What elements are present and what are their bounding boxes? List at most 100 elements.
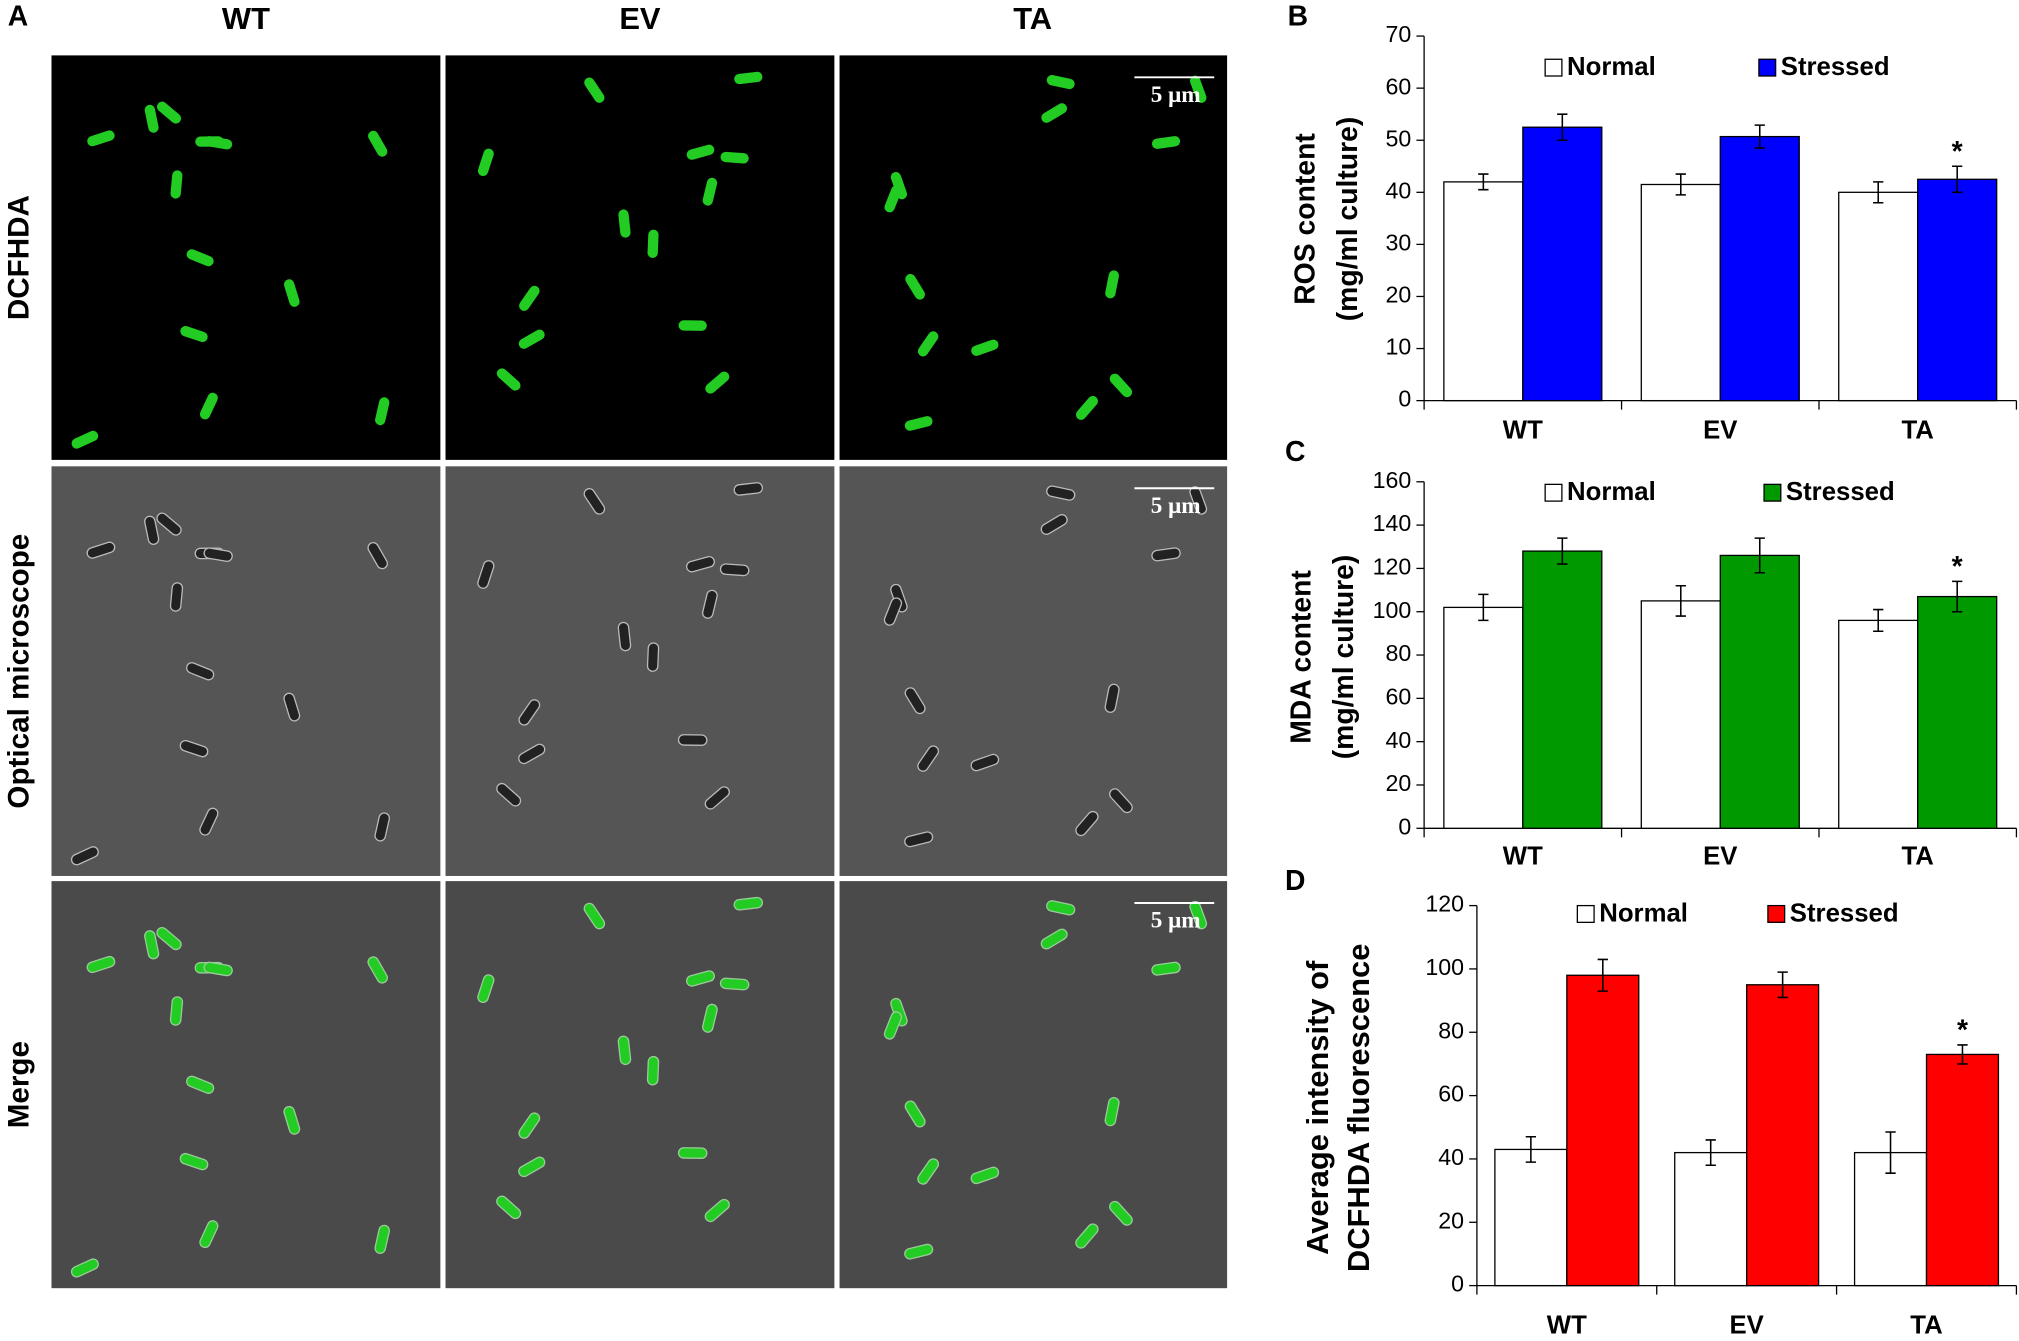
- cell: [583, 902, 606, 930]
- row-header: Optical microscope: [2, 534, 35, 809]
- cell: [702, 177, 718, 206]
- y-tick-label: 60: [1385, 73, 1411, 99]
- error-bar: [1885, 1131, 1896, 1174]
- cell: [883, 1011, 903, 1040]
- y-tick-label: 140: [1373, 510, 1412, 536]
- cell: [1189, 486, 1208, 515]
- bar: [1522, 550, 1603, 829]
- annotation: *: [1952, 136, 1963, 168]
- legend-swatch: [1767, 904, 1786, 923]
- x-tick-label: TA: [1910, 1312, 1942, 1340]
- cell: [1075, 810, 1099, 837]
- micrograph: [445, 55, 835, 460]
- cell: [477, 560, 495, 589]
- panel-label: C: [1285, 436, 1305, 468]
- bar: [1719, 135, 1800, 402]
- x-tick-label: TA: [1901, 416, 1933, 444]
- cell: [368, 130, 388, 157]
- cell: [904, 831, 934, 848]
- y-tick-label: 70: [1385, 21, 1411, 47]
- bar: [1674, 1151, 1748, 1287]
- legend-label: Normal: [1567, 53, 1656, 81]
- scale-bar-label: 5 μm: [1151, 82, 1201, 108]
- y-tick-label: 20: [1438, 1207, 1464, 1233]
- error-bar: [1754, 124, 1765, 149]
- cell: [70, 1258, 99, 1278]
- cell: [904, 1243, 934, 1260]
- error-bar: [1705, 1139, 1716, 1167]
- cell: [87, 130, 115, 147]
- bar: [1494, 1148, 1568, 1287]
- cell: [618, 209, 631, 238]
- y-tick-label: 20: [1385, 770, 1411, 796]
- cell: [1109, 373, 1133, 398]
- cell: [686, 556, 715, 573]
- y-axis-label: (mg/ml culture): [1332, 117, 1364, 322]
- cell: [917, 1158, 940, 1185]
- scale-bar-label: 5 μm: [1151, 908, 1201, 934]
- micrograph: [839, 466, 1228, 876]
- column-header: EV: [619, 1, 661, 36]
- legend-swatch: [1544, 483, 1563, 502]
- y-axis-label: MDA content: [1286, 570, 1318, 744]
- cell: [1041, 103, 1068, 123]
- bar: [1566, 974, 1640, 1287]
- column-header: WT: [222, 1, 270, 36]
- cell: [701, 589, 718, 619]
- cell: [646, 642, 660, 672]
- scale-bar-label: 5 μm: [1151, 493, 1201, 519]
- cell: [733, 896, 764, 911]
- cell: [199, 807, 219, 836]
- cell: [917, 745, 940, 772]
- cell: [1151, 136, 1181, 149]
- y-tick-label: 40: [1438, 1144, 1464, 1170]
- cell: [734, 71, 763, 85]
- cell: [1105, 270, 1120, 299]
- cell: [518, 1112, 541, 1139]
- cell: [719, 563, 750, 577]
- error-bar: [1873, 181, 1884, 204]
- panel-label: D: [1285, 865, 1305, 897]
- cell: [917, 331, 939, 357]
- error-bar: [1675, 584, 1686, 617]
- cell: [617, 621, 632, 652]
- y-axis-label: DCFHDA fluorescence: [1341, 944, 1376, 1273]
- legend-label: Normal: [1599, 899, 1688, 927]
- cell: [704, 786, 730, 810]
- cell: [144, 930, 160, 960]
- cell: [1075, 395, 1098, 420]
- legend-label: Normal: [1567, 478, 1656, 506]
- micrograph: [51, 881, 441, 1289]
- bar: [1746, 984, 1820, 1287]
- cell: [905, 273, 925, 300]
- error-bar: [1597, 958, 1608, 992]
- cell: [904, 687, 926, 715]
- cell: [1189, 900, 1208, 930]
- cell: [156, 512, 182, 536]
- cell: [144, 104, 159, 133]
- y-tick-label: 0: [1451, 1271, 1464, 1297]
- legend-label: Stressed: [1790, 899, 1899, 927]
- micrograph: [839, 55, 1228, 460]
- cell: [179, 739, 209, 758]
- cell: [617, 1035, 632, 1066]
- y-tick-label: 120: [1373, 554, 1412, 580]
- y-tick-label: 20: [1385, 282, 1411, 308]
- cell: [186, 249, 214, 267]
- error-bar: [1675, 173, 1686, 196]
- cell: [1040, 928, 1068, 950]
- cell: [904, 416, 933, 431]
- cell: [677, 1147, 708, 1159]
- cell: [719, 977, 750, 991]
- x-tick-label: EV: [1703, 416, 1737, 444]
- micrograph: [51, 55, 441, 460]
- cell: [518, 743, 546, 765]
- error-bar: [1754, 537, 1765, 574]
- cell: [647, 229, 659, 258]
- cell: [883, 597, 903, 626]
- cell: [203, 547, 233, 562]
- error-bar: [1873, 608, 1884, 632]
- cell: [518, 699, 541, 726]
